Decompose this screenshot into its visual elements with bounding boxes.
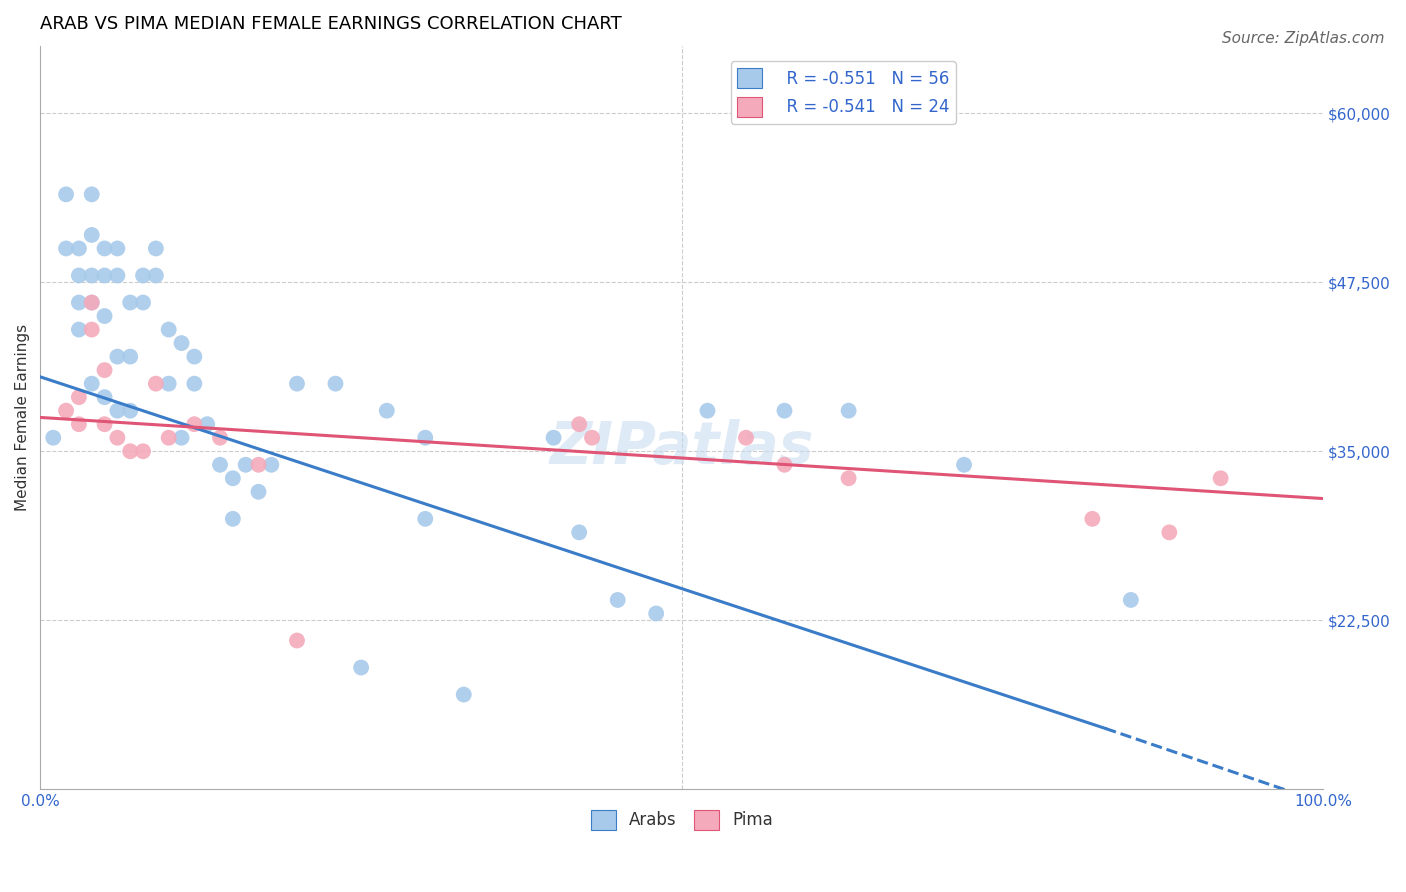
- Point: [145, 268, 167, 283]
- Point: [80, 187, 103, 202]
- Point: [67, 417, 90, 432]
- Point: [1209, 471, 1232, 485]
- Point: [773, 458, 796, 472]
- Text: ARAB VS PIMA MEDIAN FEMALE EARNINGS CORRELATION CHART: ARAB VS PIMA MEDIAN FEMALE EARNINGS CORR…: [41, 15, 623, 33]
- Point: [838, 403, 860, 417]
- Point: [157, 376, 180, 391]
- Point: [1119, 593, 1142, 607]
- Point: [55, 187, 77, 202]
- Point: [93, 363, 115, 377]
- Point: [80, 295, 103, 310]
- Point: [375, 403, 398, 417]
- Point: [145, 376, 167, 391]
- Point: [247, 484, 270, 499]
- Point: [80, 295, 103, 310]
- Point: [235, 458, 257, 472]
- Point: [413, 431, 436, 445]
- Point: [170, 431, 193, 445]
- Point: [80, 322, 103, 336]
- Point: [1081, 512, 1104, 526]
- Point: [183, 376, 205, 391]
- Point: [170, 336, 193, 351]
- Point: [222, 471, 245, 485]
- Point: [105, 242, 128, 256]
- Point: [132, 268, 155, 283]
- Point: [93, 242, 115, 256]
- Point: [285, 376, 308, 391]
- Point: [1159, 525, 1181, 540]
- Point: [325, 376, 347, 391]
- Point: [105, 403, 128, 417]
- Point: [105, 268, 128, 283]
- Point: [773, 403, 796, 417]
- Point: [645, 607, 668, 621]
- Point: [55, 403, 77, 417]
- Point: [93, 268, 115, 283]
- Point: [80, 376, 103, 391]
- Point: [157, 431, 180, 445]
- Text: ZIPatlas: ZIPatlas: [550, 418, 814, 475]
- Point: [67, 390, 90, 404]
- Point: [120, 444, 142, 458]
- Point: [67, 242, 90, 256]
- Point: [93, 390, 115, 404]
- Point: [67, 268, 90, 283]
- Point: [696, 403, 718, 417]
- Point: [80, 268, 103, 283]
- Point: [93, 417, 115, 432]
- Point: [568, 417, 591, 432]
- Point: [132, 444, 155, 458]
- Point: [80, 227, 103, 242]
- Point: [208, 431, 231, 445]
- Point: [260, 458, 283, 472]
- Point: [350, 660, 373, 674]
- Point: [222, 512, 245, 526]
- Point: [132, 295, 155, 310]
- Point: [55, 242, 77, 256]
- Point: [453, 688, 475, 702]
- Point: [953, 458, 976, 472]
- Point: [247, 458, 270, 472]
- Point: [120, 350, 142, 364]
- Point: [413, 512, 436, 526]
- Point: [93, 309, 115, 323]
- Point: [183, 417, 205, 432]
- Point: [105, 350, 128, 364]
- Point: [543, 431, 565, 445]
- Point: [42, 431, 65, 445]
- Point: [157, 322, 180, 336]
- Point: [120, 295, 142, 310]
- Point: [838, 471, 860, 485]
- Point: [581, 431, 603, 445]
- Point: [568, 525, 591, 540]
- Point: [735, 431, 758, 445]
- Y-axis label: Median Female Earnings: Median Female Earnings: [15, 324, 30, 511]
- Point: [208, 458, 231, 472]
- Point: [105, 431, 128, 445]
- Point: [195, 417, 218, 432]
- Point: [285, 633, 308, 648]
- Point: [67, 295, 90, 310]
- Point: [145, 242, 167, 256]
- Legend: Arabs, Pima: Arabs, Pima: [585, 803, 779, 837]
- Point: [606, 593, 628, 607]
- Point: [183, 350, 205, 364]
- Point: [120, 403, 142, 417]
- Text: Source: ZipAtlas.com: Source: ZipAtlas.com: [1222, 31, 1385, 46]
- Point: [67, 322, 90, 336]
